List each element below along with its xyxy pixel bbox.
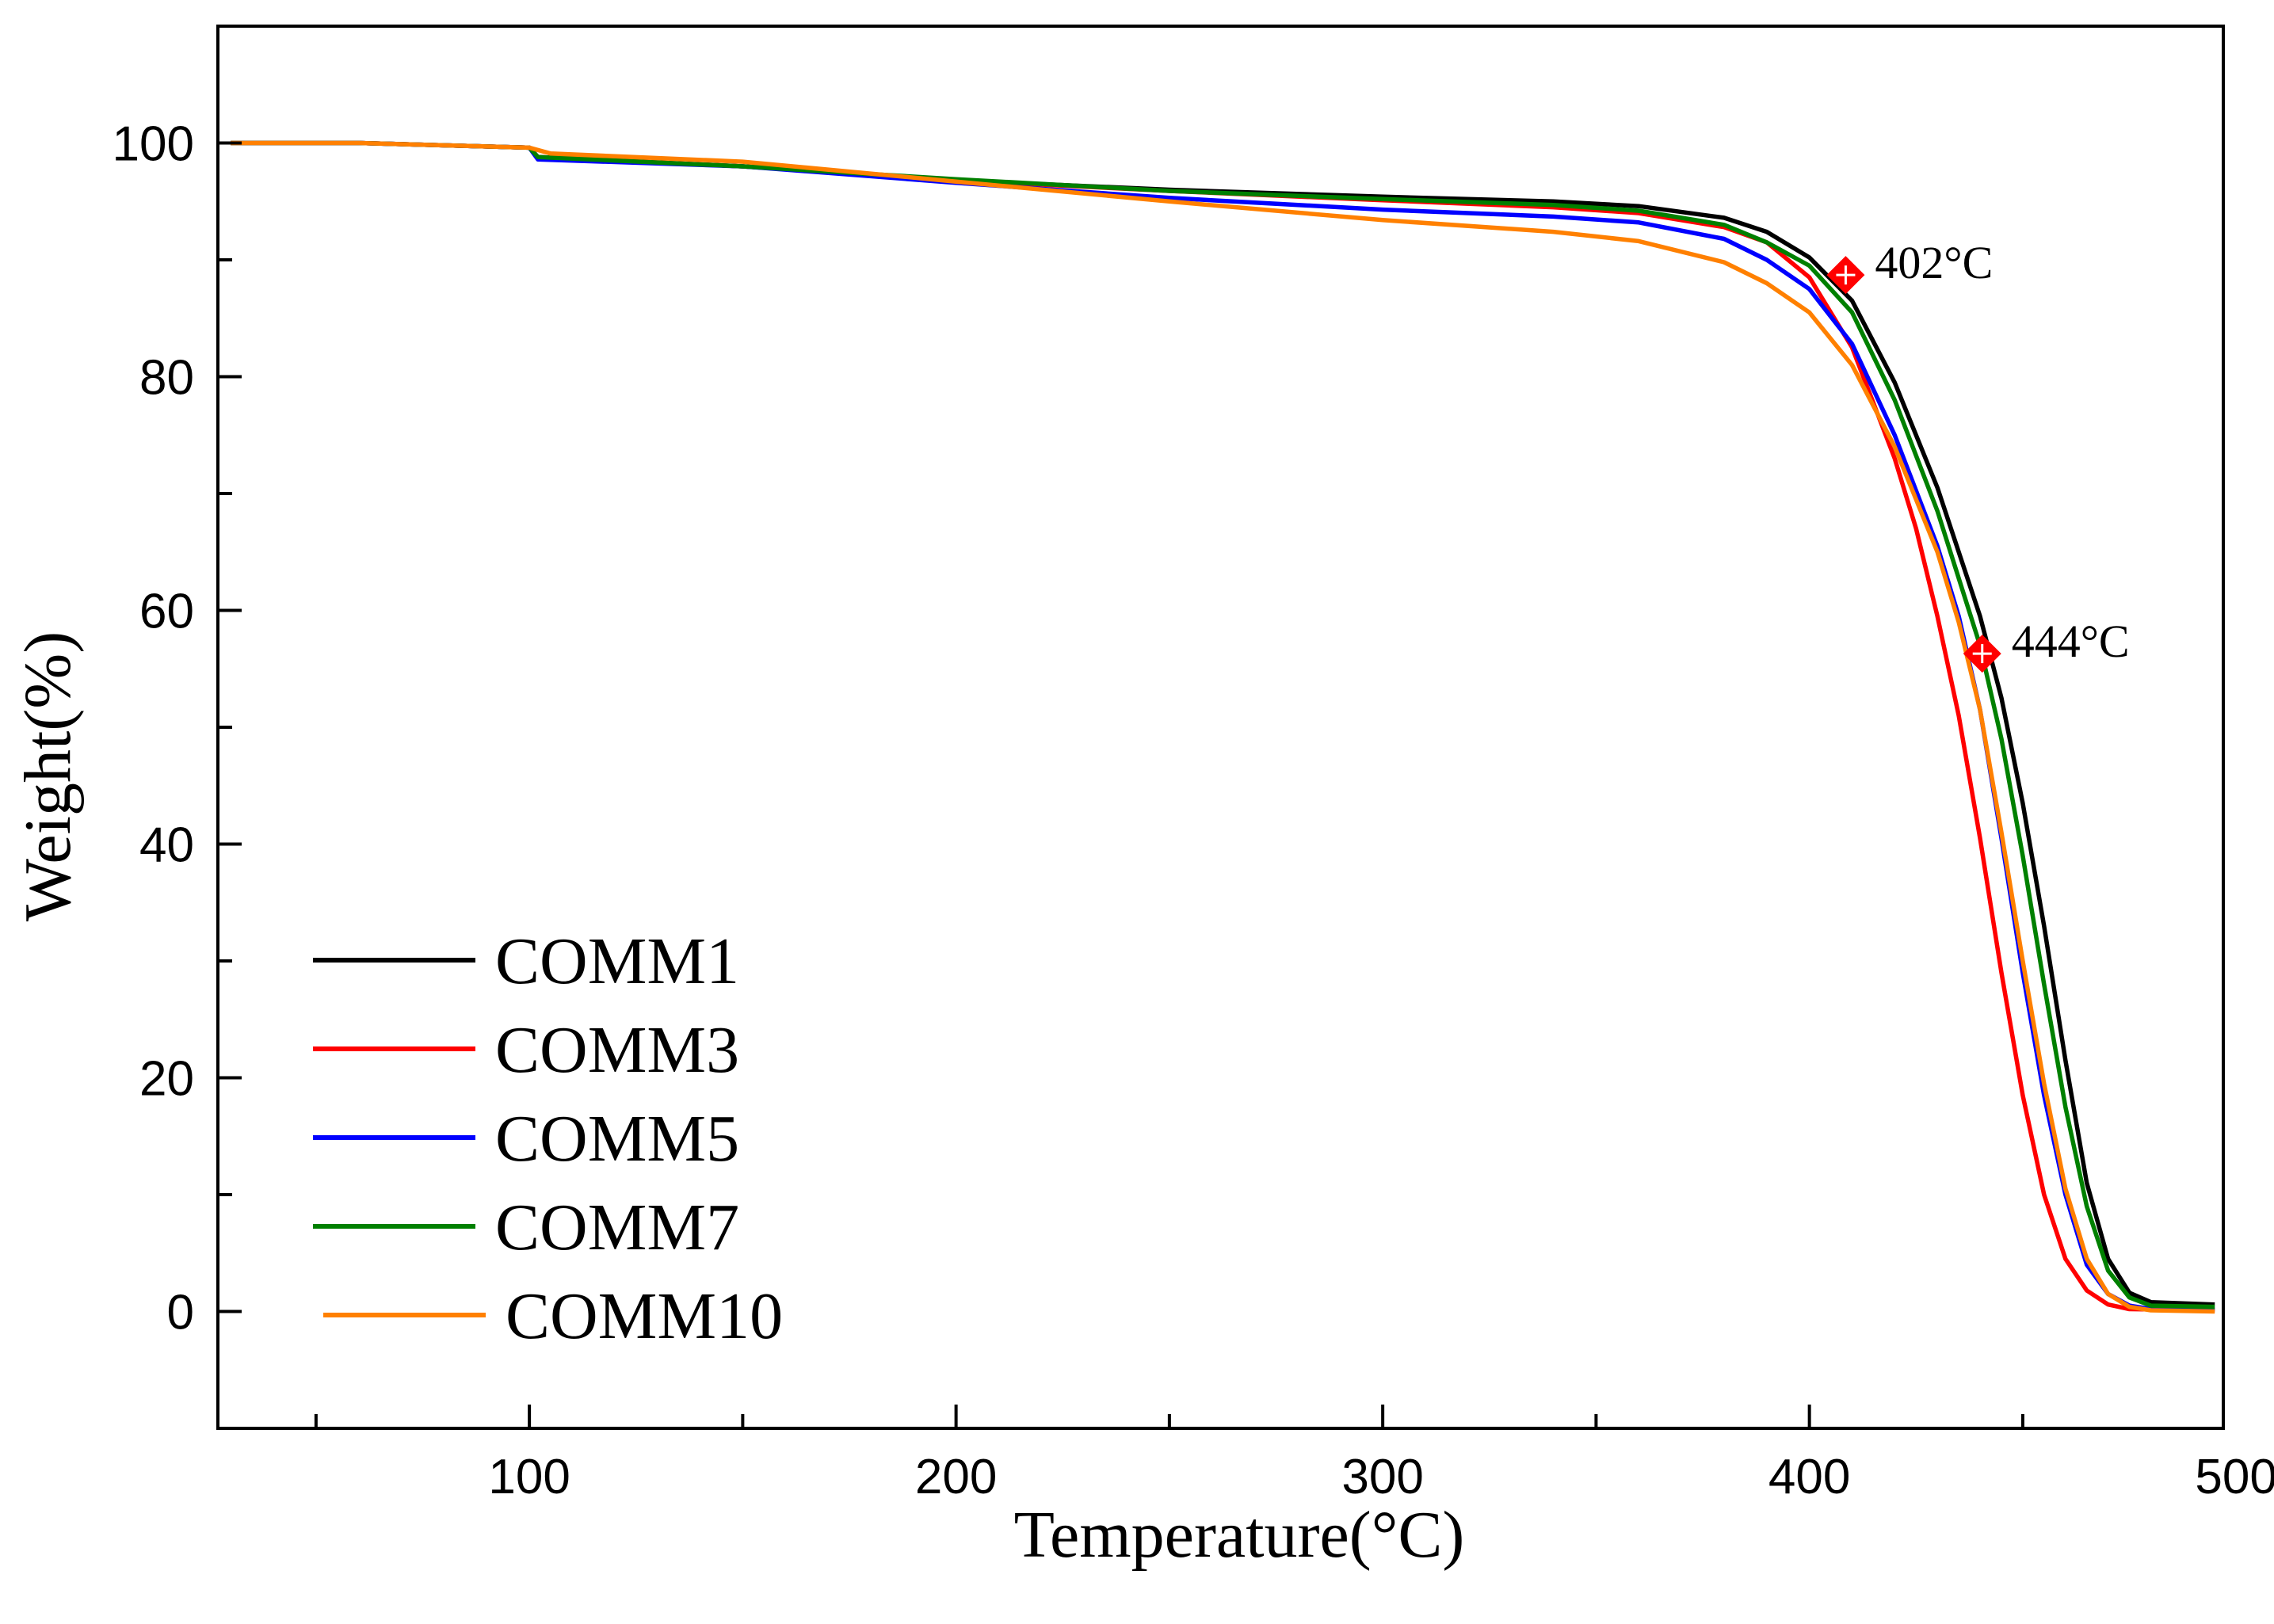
y-tick-label: 20 (139, 1052, 194, 1107)
y-tick-label: 80 (139, 351, 194, 406)
series-line-comm7 (231, 140, 2215, 1309)
annotation-label: 444°C (2012, 616, 2130, 667)
x-tick-label: 100 (488, 1450, 570, 1504)
legend-label-comm7: COMM7 (495, 1191, 739, 1264)
legend-label-comm5: COMM5 (495, 1102, 739, 1176)
legend-label-comm1: COMM1 (495, 924, 739, 998)
plot-area (231, 140, 2215, 1314)
x-tick-label: 200 (915, 1450, 997, 1504)
series-line-comm10 (231, 140, 2215, 1314)
legend-label-comm10: COMM10 (506, 1279, 783, 1353)
y-tick-label: 100 (113, 117, 194, 172)
legend: COMM1 COMM3 COMM5 COMM7 COMM10 (313, 924, 783, 1353)
x-tick-label: 500 (2195, 1450, 2274, 1504)
y-axis-title: Weight(%) (11, 631, 85, 921)
legend-label-comm3: COMM3 (495, 1013, 739, 1087)
x-tick-label: 400 (1768, 1450, 1850, 1504)
x-tick-label: 300 (1341, 1450, 1423, 1504)
annotation-label: 402°C (1875, 237, 1993, 288)
annotations: 402°C 444°C (1826, 237, 2130, 673)
series-group (231, 140, 2215, 1314)
y-tick-label: 0 (167, 1286, 194, 1340)
y-tick-label: 60 (139, 585, 194, 639)
axes: 100 200 300 400 500 0 20 40 60 80 100 (113, 25, 2274, 1504)
x-axis-title: Temperature(°C) (1014, 1498, 1465, 1572)
y-tick-label: 40 (139, 818, 194, 873)
